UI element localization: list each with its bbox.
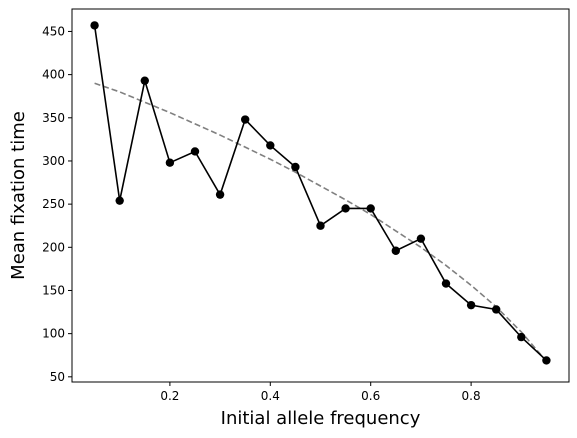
data-point bbox=[542, 356, 551, 365]
y-tick-label: 250 bbox=[42, 197, 65, 211]
data-point bbox=[115, 196, 124, 205]
plot-area bbox=[90, 21, 551, 365]
y-tick-label: 200 bbox=[42, 240, 65, 254]
x-tick-label: 0.4 bbox=[261, 389, 280, 403]
data-point bbox=[316, 221, 325, 230]
y-tick-label: 100 bbox=[42, 327, 65, 341]
axis-ticks: 0.2 0.4 0.6 0.8 50 100 150 200 250 300 350 400 450 bbox=[42, 24, 481, 403]
data-point bbox=[391, 246, 401, 255]
observed-series-line bbox=[93, 25, 547, 362]
data-point bbox=[341, 204, 350, 213]
data-point bbox=[441, 279, 451, 288]
data-point bbox=[416, 234, 426, 243]
data-point bbox=[90, 21, 99, 30]
y-tick-label: 350 bbox=[42, 111, 65, 125]
data-point bbox=[492, 305, 501, 314]
y-axis-label: Mean fixation time bbox=[8, 111, 29, 280]
y-tick-label: 300 bbox=[42, 154, 65, 168]
plot-frame bbox=[71, 8, 570, 383]
y-tick-label: 400 bbox=[42, 68, 65, 82]
y-tick-label: 450 bbox=[42, 24, 65, 38]
x-tick-label: 0.6 bbox=[361, 389, 380, 403]
data-point bbox=[466, 300, 476, 310]
data-point bbox=[366, 204, 375, 213]
y-tick-label: 150 bbox=[42, 283, 65, 297]
data-point bbox=[266, 141, 275, 150]
data-point bbox=[240, 115, 250, 124]
y-tick-label: 50 bbox=[50, 370, 65, 384]
data-point bbox=[517, 332, 526, 342]
x-axis-label: Initial allele frequency bbox=[221, 408, 421, 429]
dashed-fit-line bbox=[94, 82, 548, 362]
data-point bbox=[140, 76, 149, 85]
data-point bbox=[165, 158, 175, 167]
data-point bbox=[190, 147, 200, 156]
data-point bbox=[215, 190, 225, 199]
data-point bbox=[291, 162, 300, 172]
x-tick-label: 0.8 bbox=[462, 389, 481, 403]
x-tick-label: 0.2 bbox=[160, 389, 179, 403]
